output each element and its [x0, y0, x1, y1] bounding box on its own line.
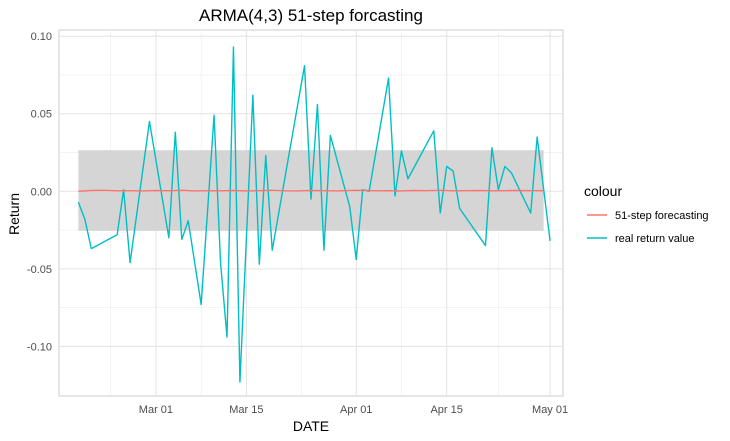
series-line-real-return [77, 46, 551, 383]
x-tick-label: Apr 01 [340, 404, 372, 416]
x-tick-label: Apr 15 [430, 404, 462, 416]
legend: colour 51-step forecasting real return v… [584, 183, 709, 245]
series-line-forecasting [78, 189, 544, 192]
x-axis-title: DATE [293, 418, 329, 434]
y-tick-label: -0.10 [27, 341, 52, 353]
x-tick-label: Mar 01 [139, 404, 173, 416]
y-axis-title: Return [6, 193, 22, 235]
y-tick-label: 0.00 [31, 186, 52, 198]
x-tick-label: Mar 15 [229, 404, 263, 416]
legend-title: colour [584, 183, 622, 199]
tick-labels: -0.10 -0.05 0.00 0.05 0.10 Mar 01 Mar 15 Apr 01… [27, 31, 568, 416]
legend-label-real-return: real return value [615, 233, 695, 245]
y-tick-label: 0.10 [31, 31, 52, 43]
legend-label-forecasting: 51-step forecasting [615, 210, 709, 222]
y-tick-label: 0.05 [31, 109, 52, 121]
x-tick-label: May 01 [532, 404, 568, 416]
chart-title: ARMA(4,3) 51-step forcasting [199, 6, 423, 25]
y-tick-label: -0.05 [27, 264, 52, 276]
series-layer [77, 46, 551, 383]
